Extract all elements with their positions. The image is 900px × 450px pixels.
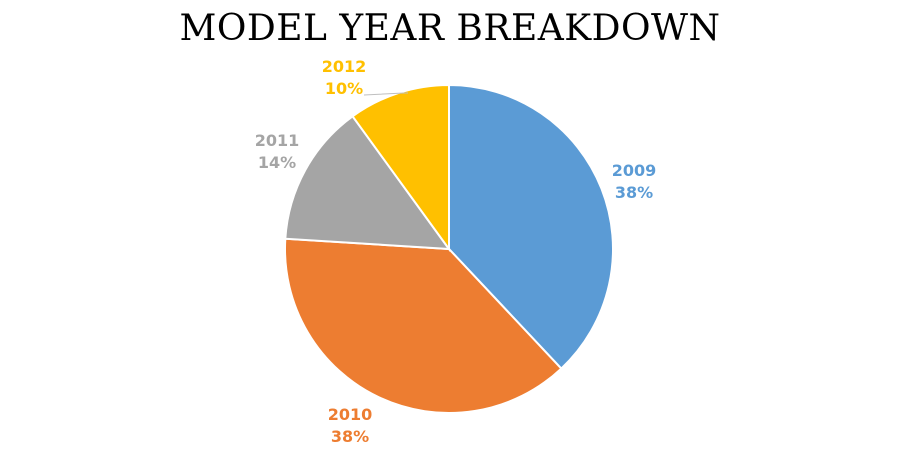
slice-labels: 2009 38% 2010 38% 2011 14% 2012 10% [255, 57, 657, 446]
slice-percent-label: 10% [325, 79, 363, 98]
pie-slice-2010 [283, 237, 563, 414]
slice-label-2011: 2011 14% [255, 131, 300, 172]
slice-category-label: 2012 [322, 57, 367, 76]
slice-percent-label: 38% [615, 183, 653, 202]
slice-percent-label: 38% [331, 427, 369, 446]
slice-category-label: 2011 [255, 131, 300, 150]
slice-label-2010: 2010 38% [328, 405, 373, 446]
slice-label-2012: 2012 10% [322, 57, 367, 98]
leader-lines [363, 92, 408, 96]
pie-slice-2011 [284, 114, 452, 251]
slice-category-label: 2010 [328, 405, 373, 424]
slice-label-2009: 2009 38% [612, 161, 657, 202]
slice-percent-label: 14% [258, 153, 296, 172]
pie-slice-2009 [448, 83, 614, 370]
leader-line-2012 [363, 92, 408, 96]
pie-slices [283, 83, 614, 414]
chart-title: MODEL YEAR BREAKDOWN [179, 8, 721, 49]
slice-category-label: 2009 [612, 161, 657, 180]
